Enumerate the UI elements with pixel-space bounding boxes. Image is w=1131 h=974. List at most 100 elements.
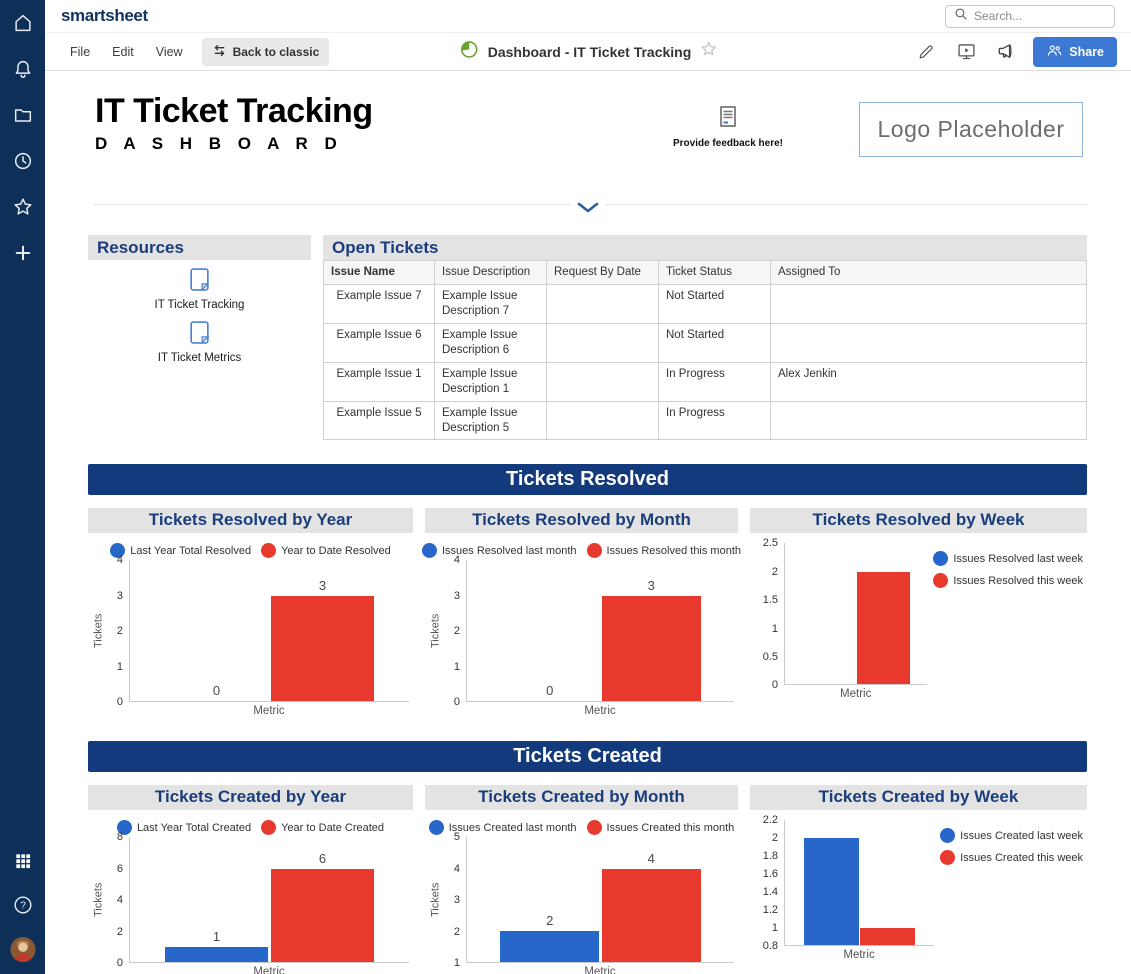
share-button[interactable]: Share: [1033, 36, 1117, 67]
legend-dot: [110, 543, 126, 559]
column-header: Ticket Status: [658, 260, 771, 285]
legend-label: Issues Resolved this week: [953, 574, 1083, 587]
chart-card: Tickets Resolved by Week 0 0.5 1 1.5 2 2.5 Metr…: [750, 508, 1087, 717]
plot-wrap: Metric: [784, 543, 928, 700]
chart-card: Tickets Resolved by Year Last Year Total …: [88, 508, 413, 717]
y-tick: 0: [771, 679, 778, 692]
dashboard-subtitle: D A S H B O A R D: [95, 134, 343, 154]
chart-body: Issues Resolved last month Issues Resolve…: [421, 533, 741, 717]
legend-item: Year to Date Created: [261, 820, 385, 836]
y-tick: 0: [453, 696, 460, 709]
y-tick: 1.4: [762, 886, 778, 899]
open-tickets-widget: Open Tickets Issue Name Issue Description…: [323, 235, 1087, 441]
app-launcher-grid-icon[interactable]: [10, 848, 36, 874]
chevron-down-icon[interactable]: [570, 200, 605, 218]
resource-link-tracking[interactable]: IT Ticket Tracking: [155, 267, 244, 311]
plot-wrap: Metric: [784, 820, 935, 962]
search-box[interactable]: [945, 4, 1115, 28]
table-cell: [770, 322, 1087, 363]
favorites-star-icon[interactable]: [10, 194, 36, 220]
resource-link-metrics[interactable]: IT Ticket Metrics: [158, 320, 241, 364]
y-axis-ticks: 0 0.5 1 1.5 2 2.5: [754, 537, 784, 691]
legend-item: Last Year Total Resolved: [110, 543, 251, 559]
chart-legend: Issues Resolved last week Issues Resolved…: [933, 551, 1083, 589]
menu-view[interactable]: View: [155, 44, 183, 59]
y-tick: 4: [116, 554, 123, 567]
legend-item: Issues Created last week: [940, 828, 1083, 844]
search-input[interactable]: [974, 9, 1106, 23]
recents-clock-icon[interactable]: [10, 148, 36, 174]
x-axis-label: Metric: [843, 949, 875, 962]
table-cell: Example Issue Description 5: [434, 400, 547, 441]
chart-body: Last Year Total Created Year to Date Crea…: [88, 810, 413, 974]
table-row[interactable]: Example Issue 1 Example Issue Description…: [323, 361, 1087, 402]
table-row[interactable]: Example Issue 7 Example Issue Description…: [323, 283, 1087, 324]
legend-label: Year to Date Created: [281, 821, 385, 834]
table-cell: [770, 400, 1087, 441]
table-cell: Example Issue Description 7: [434, 283, 547, 324]
legend-item: Last Year Total Created: [116, 820, 251, 836]
back-to-classic-button[interactable]: Back to classic: [201, 37, 330, 66]
y-axis-ticks: 0 1 2 3 4: [442, 554, 466, 708]
table-row[interactable]: Example Issue 6 Example Issue Description…: [323, 322, 1087, 363]
y-axis-ticks: 0.8 1 1.2 1.4 1.6 1.8 2 2.2: [754, 814, 784, 952]
bar-blue: [803, 838, 859, 946]
chart-legend: Last Year Total Created Year to Date Crea…: [92, 820, 409, 836]
legend-label: Issues Resolved this month: [606, 544, 742, 557]
chart-title: Tickets Created by Month: [425, 785, 738, 811]
table-cell: Not Started: [658, 322, 771, 363]
table-cell: Example Issue 5: [323, 400, 435, 441]
y-tick: 0: [116, 696, 123, 709]
menu-file[interactable]: File: [70, 44, 91, 59]
table-cell: [770, 283, 1087, 324]
y-tick: 2: [771, 565, 778, 578]
y-tick: 3: [453, 589, 460, 602]
chart-body: 0 0.5 1 1.5 2 2.5 Metric Issues Resolved last w…: [750, 533, 1087, 700]
collapse-divider: [88, 199, 1087, 218]
present-screen-icon[interactable]: [953, 40, 979, 64]
y-tick: 2: [116, 925, 123, 938]
y-tick: 4: [453, 554, 460, 567]
bar-blue: [500, 931, 600, 963]
legend-dot: [586, 543, 602, 559]
chart-plot-area: Tickets 0 1 2 3 4 0 3 Metric: [429, 554, 734, 717]
megaphone-icon[interactable]: [993, 40, 1019, 64]
column-header: Assigned To: [770, 260, 1087, 285]
table-cell: Example Issue 1: [323, 361, 435, 402]
y-axis-ticks: 0 1 2 3 4: [105, 554, 129, 708]
create-plus-icon[interactable]: [10, 240, 36, 266]
y-tick: 1: [453, 957, 460, 970]
favorite-star-icon[interactable]: [699, 40, 717, 63]
bar-value-label: 1: [212, 928, 221, 944]
plot-wrap: 2 4 Metric: [466, 837, 734, 974]
swap-arrows-icon: [212, 43, 227, 61]
section-banner-resolved: Tickets Resolved: [88, 464, 1087, 496]
home-icon[interactable]: [10, 10, 36, 36]
bar-value-label: 3: [318, 577, 327, 593]
logo-placeholder: Logo Placeholder: [859, 102, 1083, 157]
browse-folder-icon[interactable]: [10, 102, 36, 128]
legend-dot: [261, 543, 277, 559]
legend-item: Issues Resolved last month: [421, 543, 577, 559]
table-row[interactable]: Example Issue 5 Example Issue Description…: [323, 400, 1087, 441]
legend-dot: [116, 820, 132, 836]
table-cell: Alex Jenkin: [770, 361, 1087, 402]
chart-legend: Last Year Total Resolved Year to Date Res…: [92, 543, 409, 559]
created-charts-row: Tickets Created by Year Last Year Total C…: [88, 785, 1087, 974]
menu-edit[interactable]: Edit: [112, 44, 134, 59]
legend-item: Year to Date Resolved: [261, 543, 391, 559]
bar-red: [270, 595, 375, 702]
feedback-link[interactable]: Provide feedback here!: [663, 105, 793, 149]
y-tick: 0.8: [762, 940, 778, 953]
sheet-icon: [189, 267, 210, 297]
legend-label: Issues Created this week: [960, 851, 1083, 864]
y-tick: 1.6: [762, 868, 778, 881]
notifications-bell-icon[interactable]: [10, 56, 36, 82]
help-icon[interactable]: ?: [10, 892, 36, 918]
edit-pencil-icon[interactable]: [913, 40, 939, 64]
account-avatar[interactable]: [9, 936, 36, 962]
chart-body: Last Year Total Resolved Year to Date Res…: [88, 533, 413, 717]
document-title: Dashboard - IT Ticket Tracking: [487, 43, 692, 60]
